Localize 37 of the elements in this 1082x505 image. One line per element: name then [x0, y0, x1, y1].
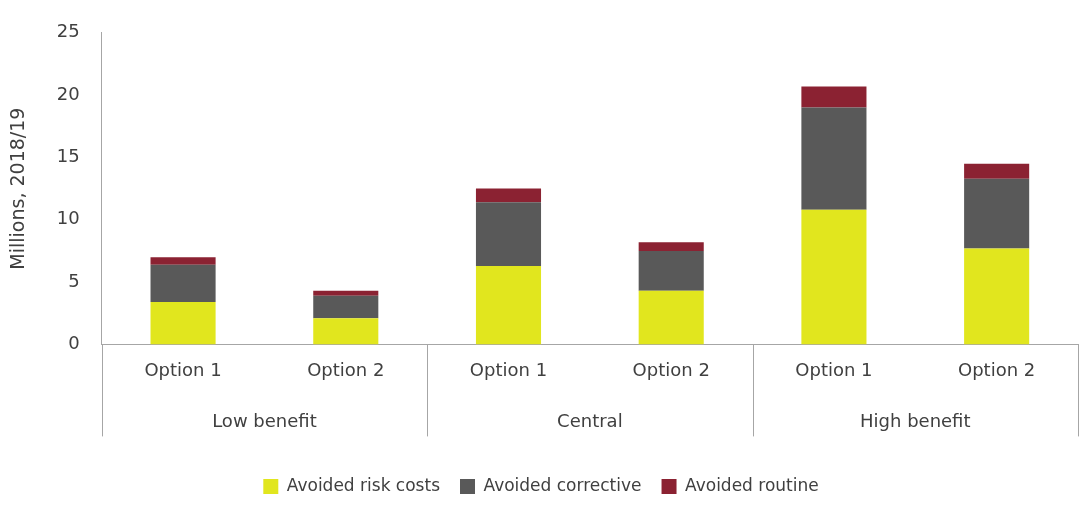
legend-label: Avoided routine: [685, 474, 819, 495]
bar: [964, 163, 1030, 179]
bar: [801, 86, 867, 108]
bar: [475, 265, 542, 345]
bar: [638, 250, 704, 291]
y-tick-label: 15: [56, 145, 80, 167]
x-tick-label: Option 2: [307, 358, 385, 380]
x-tick-label: Option 1: [144, 358, 222, 380]
bar: [313, 295, 379, 319]
bar: [313, 318, 379, 345]
y-tick-label: 5: [68, 269, 80, 291]
x-tick-label: Option 1: [795, 358, 873, 380]
x-tick-label: Option 2: [958, 358, 1036, 380]
bar: [150, 302, 216, 345]
y-tick-label: 10: [56, 207, 80, 229]
bar: [313, 290, 379, 296]
legend-label: Avoided corrective: [483, 474, 642, 495]
y-tick-label: 20: [56, 82, 80, 104]
text: Low benefit: [212, 410, 317, 432]
bar: [801, 209, 867, 345]
bar: [475, 202, 542, 266]
bar: [964, 248, 1030, 345]
legend-label: Avoided risk costs: [286, 474, 441, 495]
bar: [638, 242, 704, 251]
bar: [150, 264, 216, 303]
x-tick-label: Option 1: [469, 358, 548, 380]
bar: [964, 178, 1030, 249]
y-axis-title: Millions, 2018/19: [6, 107, 29, 270]
bar: [638, 290, 704, 345]
x-tick-label: Option 2: [632, 358, 710, 380]
y-tick-label: 25: [56, 20, 80, 42]
text: High benefit: [860, 410, 971, 432]
text: Central: [557, 410, 623, 432]
bar: [801, 107, 867, 210]
bar: [475, 188, 542, 203]
y-tick-label: 0: [68, 332, 80, 354]
bar: [150, 257, 216, 265]
